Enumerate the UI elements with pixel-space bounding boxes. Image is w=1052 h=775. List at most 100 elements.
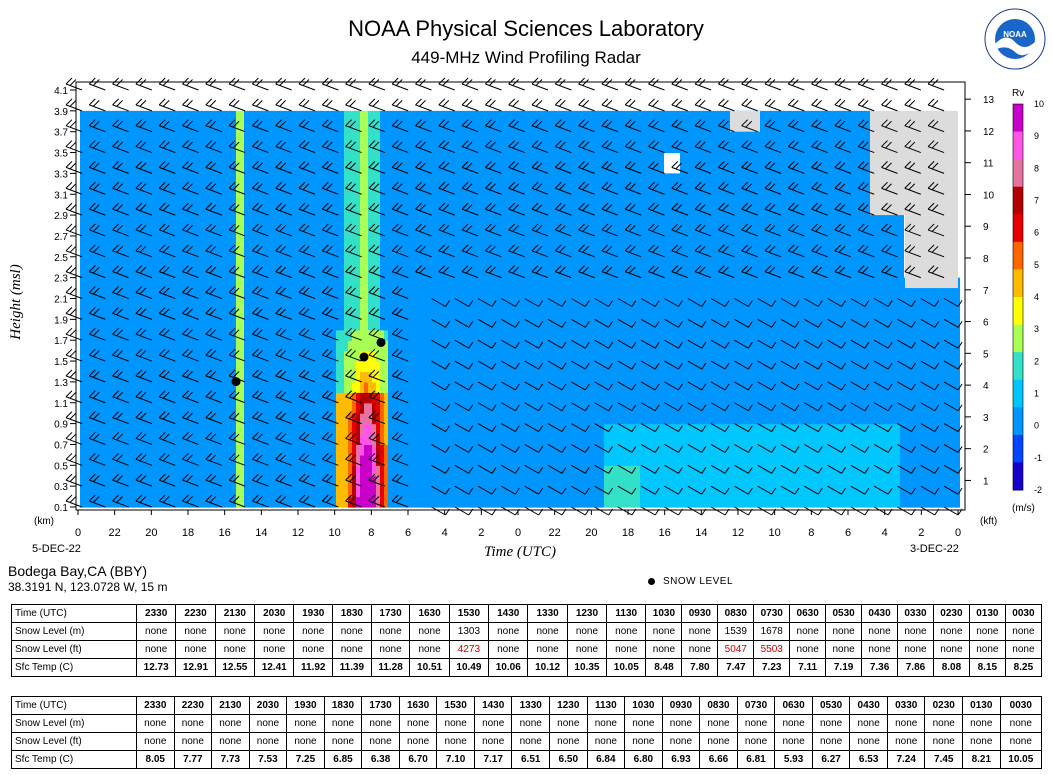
rv-cell bbox=[236, 277, 240, 289]
rv-cell bbox=[432, 454, 436, 466]
rv-cell bbox=[328, 402, 332, 414]
rv-cell bbox=[404, 392, 408, 404]
rv-cell bbox=[176, 454, 180, 466]
rv-cell bbox=[148, 152, 152, 164]
rv-cell bbox=[524, 350, 528, 362]
rv-cell bbox=[236, 423, 240, 435]
rv-cell bbox=[572, 402, 576, 414]
rv-cell bbox=[292, 142, 296, 154]
rv-cell bbox=[112, 392, 116, 404]
rv-cell bbox=[520, 215, 524, 227]
rv-cell bbox=[400, 371, 404, 383]
rv-cell bbox=[548, 361, 552, 373]
rv-cell bbox=[316, 162, 320, 174]
rv-cell bbox=[404, 371, 408, 383]
rv-cell bbox=[384, 454, 388, 466]
rv-cell bbox=[396, 152, 400, 164]
rv-cell bbox=[228, 235, 232, 247]
rv-cell bbox=[224, 475, 228, 487]
rv-cell bbox=[272, 329, 276, 341]
rv-cell bbox=[544, 225, 548, 237]
rv-cell bbox=[192, 496, 196, 508]
rv-cell bbox=[344, 204, 348, 216]
rv-cell bbox=[204, 371, 208, 383]
rv-cell bbox=[92, 486, 96, 498]
rv-cell bbox=[272, 110, 276, 122]
rv-cell bbox=[384, 142, 388, 154]
rv-cell bbox=[296, 267, 300, 279]
rv-cell bbox=[156, 392, 160, 404]
rv-cell bbox=[480, 413, 484, 425]
rv-cell bbox=[552, 173, 556, 185]
rv-cell bbox=[512, 204, 516, 216]
rv-cell bbox=[568, 288, 572, 300]
rv-cell bbox=[408, 256, 412, 268]
rv-cell bbox=[332, 152, 336, 164]
rv-cell bbox=[232, 381, 236, 393]
rv-cell bbox=[184, 340, 188, 352]
rv-cell bbox=[412, 465, 416, 477]
rv-cell bbox=[180, 152, 184, 164]
rv-cell bbox=[88, 162, 92, 174]
rv-cell bbox=[240, 423, 244, 435]
rv-cell bbox=[352, 308, 356, 320]
rv-cell bbox=[204, 173, 208, 185]
rv-cell bbox=[356, 496, 360, 508]
rv-cell bbox=[512, 340, 516, 352]
rv-cell bbox=[304, 319, 308, 331]
rv-cell bbox=[356, 246, 360, 258]
rv-cell bbox=[364, 110, 368, 122]
rv-cell bbox=[472, 444, 476, 456]
rv-cell bbox=[560, 131, 564, 143]
rv-cell bbox=[108, 246, 112, 258]
rv-cell bbox=[168, 183, 172, 195]
rv-cell bbox=[264, 496, 268, 508]
rv-cell bbox=[440, 215, 444, 227]
rv-cell bbox=[532, 454, 536, 466]
rv-cell bbox=[492, 256, 496, 268]
rv-cell bbox=[240, 308, 244, 320]
rv-cell bbox=[524, 235, 528, 247]
rv-cell bbox=[284, 434, 288, 446]
rv-cell bbox=[120, 454, 124, 466]
rv-cell bbox=[132, 121, 136, 133]
rv-cell bbox=[172, 142, 176, 154]
rv-cell bbox=[452, 329, 456, 341]
rv-cell bbox=[332, 277, 336, 289]
rv-cell bbox=[304, 194, 308, 206]
rv-cell bbox=[224, 486, 228, 498]
rv-cell bbox=[540, 361, 544, 373]
rv-cell bbox=[528, 225, 532, 237]
rv-cell bbox=[96, 381, 100, 393]
rv-cell bbox=[344, 486, 348, 498]
rv-cell bbox=[400, 434, 404, 446]
rv-cell bbox=[504, 486, 508, 498]
rv-cell bbox=[128, 142, 132, 154]
rv-cell bbox=[348, 173, 352, 185]
rv-cell bbox=[584, 183, 588, 195]
rv-cell bbox=[540, 454, 544, 466]
rv-cell bbox=[100, 329, 104, 341]
rv-cell bbox=[508, 131, 512, 143]
rv-cell bbox=[108, 131, 112, 143]
rv-cell bbox=[484, 298, 488, 310]
rv-cell bbox=[344, 256, 348, 268]
rv-cell bbox=[508, 319, 512, 331]
rv-cell bbox=[180, 256, 184, 268]
rv-cell bbox=[192, 361, 196, 373]
rv-cell bbox=[132, 235, 136, 247]
rv-cell bbox=[396, 413, 400, 425]
rv-cell bbox=[352, 194, 356, 206]
rv-cell bbox=[424, 288, 428, 300]
rv-cell bbox=[292, 267, 296, 279]
rv-cell bbox=[576, 486, 580, 498]
rv-cell bbox=[460, 194, 464, 206]
rv-cell bbox=[220, 402, 224, 414]
rv-cell bbox=[412, 225, 416, 237]
rv-cell bbox=[368, 423, 372, 435]
rv-cell bbox=[288, 152, 292, 164]
rv-cell bbox=[244, 204, 248, 216]
rv-cell bbox=[360, 371, 364, 383]
rv-cell bbox=[544, 194, 548, 206]
rv-cell bbox=[520, 486, 524, 498]
